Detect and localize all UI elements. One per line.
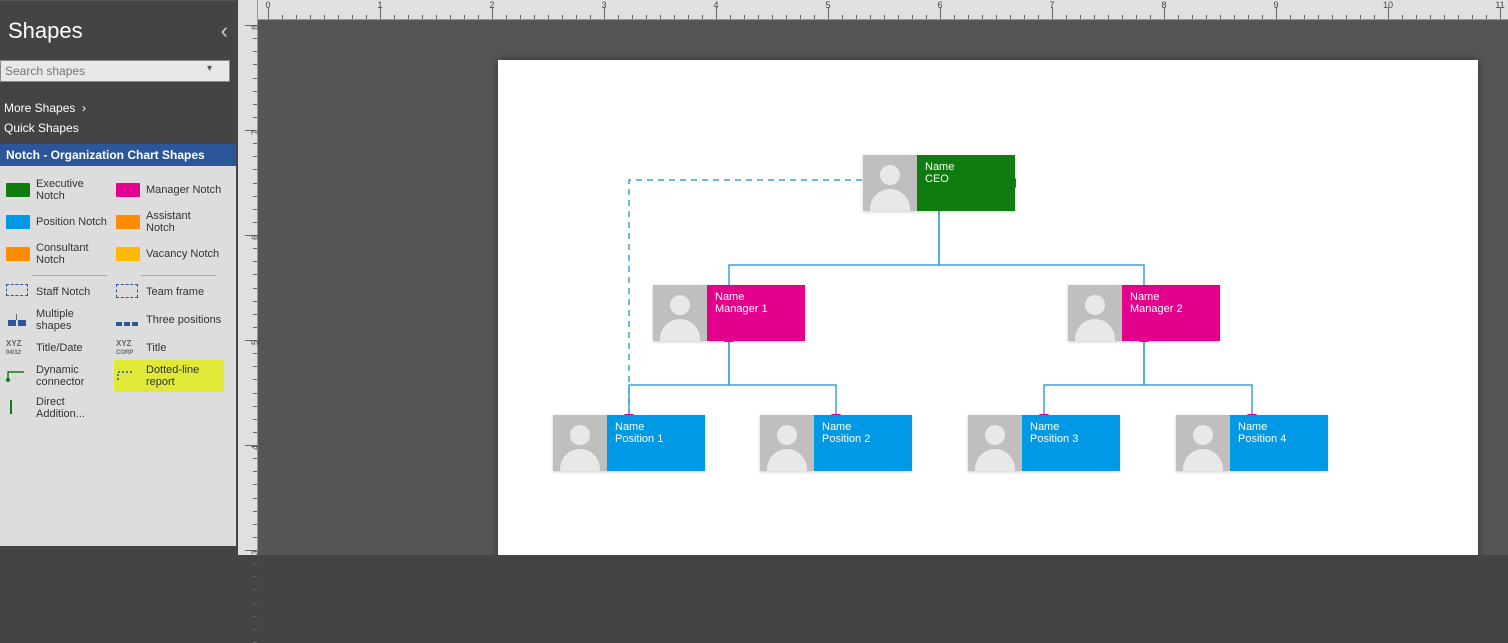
node-body: NameManager 2 [1122, 285, 1220, 341]
shape-icon: XYZ04/12 [6, 340, 30, 356]
shapes-header: Shapes ‹ [0, 0, 236, 60]
shape-item[interactable]: Assistant Notch [114, 206, 224, 238]
stencil-body: Executive Notch Manager Notch Position Not… [0, 166, 236, 546]
shapes-title: Shapes [8, 18, 83, 44]
stencil-title[interactable]: Notch - Organization Chart Shapes [0, 144, 236, 166]
shape-item[interactable]: Executive Notch [4, 174, 114, 206]
shape-label: Title/Date [36, 342, 83, 354]
node-body: NamePosition 2 [814, 415, 912, 471]
shape-item[interactable]: Manager Notch [114, 174, 224, 206]
shape-label: Dotted-line report [146, 364, 222, 388]
org-node-pos4[interactable]: NamePosition 4 [1176, 415, 1328, 471]
shape-icon [116, 368, 140, 384]
node-title: Position 4 [1238, 433, 1320, 445]
shape-label: Staff Notch [36, 286, 90, 298]
shape-icon: XYZCORP [116, 340, 140, 356]
vertical-ruler: 876543 [238, 0, 258, 555]
avatar-placeholder [1176, 415, 1230, 471]
shape-label: Executive Notch [36, 178, 112, 202]
shape-item[interactable]: XYZCORP Title [114, 336, 224, 360]
shape-icon [116, 215, 140, 229]
collapse-panel-icon[interactable]: ‹ [221, 18, 228, 44]
shape-label: Three positions [146, 314, 221, 326]
stencil-links: More Shapes › Quick Shapes [0, 92, 236, 144]
node-title: Position 1 [615, 433, 697, 445]
node-name: Name [1130, 291, 1212, 303]
shape-item[interactable]: Dotted-line report [114, 360, 224, 392]
node-name: Name [1030, 421, 1112, 433]
org-node-pos1[interactable]: NamePosition 1 [553, 415, 705, 471]
shape-item[interactable]: Three positions [114, 304, 224, 336]
connectors-layer [498, 60, 1478, 555]
shape-icon [6, 183, 30, 197]
node-title: Position 2 [822, 433, 904, 445]
node-name: Name [715, 291, 797, 303]
shape-icon [6, 368, 30, 384]
shape-label: Direct Addition... [36, 396, 112, 420]
drawing-page[interactable]: NameCEONameManager 1NameManager 2NamePos… [498, 60, 1478, 555]
shape-item[interactable]: Vacancy Notch [114, 238, 224, 270]
shape-label: Consultant Notch [36, 242, 112, 266]
shape-label: Dynamic connector [36, 364, 112, 388]
shape-item[interactable]: XYZ04/12 Title/Date [4, 336, 114, 360]
shape-item[interactable]: Position Notch [4, 206, 114, 238]
avatar-placeholder [968, 415, 1022, 471]
shape-label: Title [146, 342, 166, 354]
avatar-placeholder [553, 415, 607, 471]
node-body: NameManager 1 [707, 285, 805, 341]
shape-icon [6, 247, 30, 261]
avatar-placeholder [653, 285, 707, 341]
node-name: Name [615, 421, 697, 433]
shape-label: Multiple shapes [36, 308, 112, 332]
org-node-pos2[interactable]: NamePosition 2 [760, 415, 912, 471]
shape-icon [116, 183, 140, 197]
search-row [0, 60, 236, 92]
org-node-pos3[interactable]: NamePosition 3 [968, 415, 1120, 471]
node-body: NamePosition 1 [607, 415, 705, 471]
node-title: Position 3 [1030, 433, 1112, 445]
canvas[interactable]: NameCEONameManager 1NameManager 2NamePos… [258, 20, 1508, 555]
avatar-placeholder [1068, 285, 1122, 341]
node-body: NameCEO [917, 155, 1015, 211]
shape-icon [116, 247, 140, 261]
shape-item[interactable]: Dynamic connector [4, 360, 114, 392]
shape-item[interactable]: Team frame [114, 280, 224, 304]
shape-label: Team frame [146, 286, 204, 298]
quick-shapes-link[interactable]: Quick Shapes [4, 118, 232, 138]
node-name: Name [925, 161, 1007, 173]
node-body: NamePosition 3 [1022, 415, 1120, 471]
avatar-placeholder [760, 415, 814, 471]
node-name: Name [1238, 421, 1320, 433]
shape-label: Position Notch [36, 216, 107, 228]
shape-icon [116, 284, 140, 300]
shape-item[interactable]: Staff Notch [4, 280, 114, 304]
org-node-mgr1[interactable]: NameManager 1 [653, 285, 805, 341]
search-input[interactable] [0, 60, 230, 82]
more-shapes-link[interactable]: More Shapes › [4, 98, 232, 118]
shape-label: Vacancy Notch [146, 248, 219, 260]
shape-icon [6, 312, 30, 328]
node-title: Manager 1 [715, 303, 797, 315]
shape-icon [6, 284, 30, 300]
shape-label: Assistant Notch [146, 210, 222, 234]
shape-item[interactable]: Multiple shapes [4, 304, 114, 336]
org-node-mgr2[interactable]: NameManager 2 [1068, 285, 1220, 341]
node-name: Name [822, 421, 904, 433]
horizontal-ruler: 01234567891011 [258, 0, 1508, 20]
shape-item[interactable]: Direct Addition... [4, 392, 114, 424]
shape-icon [6, 400, 30, 416]
org-node-ceo[interactable]: NameCEO [863, 155, 1015, 211]
shape-icon [6, 215, 30, 229]
shape-item[interactable]: Consultant Notch [4, 238, 114, 270]
shapes-panel: Shapes ‹ More Shapes › Quick Shapes Notc… [0, 0, 236, 555]
shape-label: Manager Notch [146, 184, 221, 196]
node-body: NamePosition 4 [1230, 415, 1328, 471]
avatar-placeholder [863, 155, 917, 211]
shape-icon [116, 312, 140, 328]
node-title: CEO [925, 173, 1007, 185]
node-title: Manager 2 [1130, 303, 1212, 315]
